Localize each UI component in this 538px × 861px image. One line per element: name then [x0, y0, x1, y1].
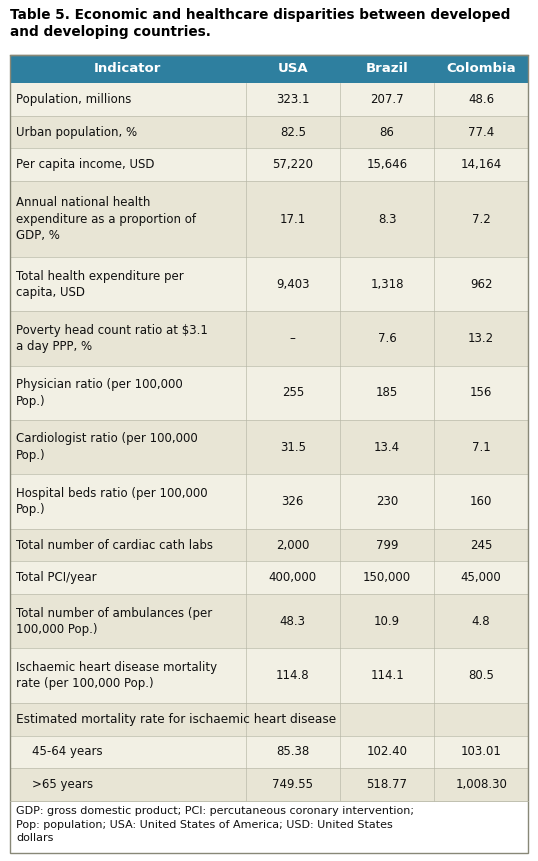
Text: 8.3: 8.3: [378, 213, 397, 226]
Text: 13.4: 13.4: [374, 441, 400, 454]
Text: 15,646: 15,646: [366, 158, 408, 171]
Text: 7.2: 7.2: [472, 213, 491, 226]
Text: Annual national health
expenditure as a proportion of
GDP, %: Annual national health expenditure as a …: [16, 196, 196, 242]
Bar: [10, 366, 528, 420]
Text: 7.6: 7.6: [378, 332, 397, 345]
Text: Total number of ambulances (per
100,000 Pop.): Total number of ambulances (per 100,000 …: [16, 606, 213, 636]
Text: Population, millions: Population, millions: [16, 93, 131, 106]
Bar: [10, 594, 528, 648]
Text: Estimated mortality rate for ischaemic heart disease: Estimated mortality rate for ischaemic h…: [16, 713, 336, 726]
Text: 45-64 years: 45-64 years: [32, 746, 103, 759]
Text: 10.9: 10.9: [374, 615, 400, 628]
Text: Cardiologist ratio (per 100,000
Pop.): Cardiologist ratio (per 100,000 Pop.): [16, 432, 198, 462]
Text: 13.2: 13.2: [468, 332, 494, 345]
Text: 156: 156: [470, 387, 492, 400]
Text: Total health expenditure per
capita, USD: Total health expenditure per capita, USD: [16, 269, 184, 299]
Bar: [10, 257, 528, 312]
Text: Total PCI/year: Total PCI/year: [16, 571, 97, 585]
Text: 45,000: 45,000: [461, 571, 501, 585]
Text: 9,403: 9,403: [276, 278, 309, 291]
Text: Table 5. Economic and healthcare disparities between developed: Table 5. Economic and healthcare dispari…: [10, 8, 511, 22]
Text: 14,164: 14,164: [461, 158, 502, 171]
Bar: [10, 420, 528, 474]
Text: 31.5: 31.5: [280, 441, 306, 454]
Text: 102.40: 102.40: [366, 746, 408, 759]
Text: GDP: gross domestic product; PCI: percutaneous coronary intervention;
Pop: popul: GDP: gross domestic product; PCI: percut…: [16, 806, 414, 843]
Bar: [10, 648, 528, 703]
Text: 400,000: 400,000: [269, 571, 317, 585]
Text: Physician ratio (per 100,000
Pop.): Physician ratio (per 100,000 Pop.): [16, 378, 183, 407]
Bar: [10, 312, 528, 366]
Bar: [10, 735, 528, 768]
Text: 7.1: 7.1: [472, 441, 491, 454]
Text: 749.55: 749.55: [272, 778, 313, 791]
Bar: [10, 55, 528, 83]
Text: 48.6: 48.6: [468, 93, 494, 106]
Bar: [10, 561, 528, 594]
Text: 4.8: 4.8: [472, 615, 491, 628]
Text: 103.01: 103.01: [461, 746, 501, 759]
Text: 962: 962: [470, 278, 492, 291]
Text: 80.5: 80.5: [468, 669, 494, 682]
Text: 255: 255: [282, 387, 304, 400]
Text: 150,000: 150,000: [363, 571, 411, 585]
Bar: [10, 148, 528, 181]
Text: 160: 160: [470, 495, 492, 508]
Text: Urban population, %: Urban population, %: [16, 126, 137, 139]
Text: 1,008.30: 1,008.30: [455, 778, 507, 791]
Text: 799: 799: [376, 538, 398, 552]
Text: Ischaemic heart disease mortality
rate (per 100,000 Pop.): Ischaemic heart disease mortality rate (…: [16, 661, 217, 691]
Bar: [10, 181, 528, 257]
Text: 114.8: 114.8: [276, 669, 310, 682]
Text: USA: USA: [278, 63, 308, 76]
Text: 48.3: 48.3: [280, 615, 306, 628]
Text: Indicator: Indicator: [94, 63, 161, 76]
Text: 85.38: 85.38: [276, 746, 309, 759]
Text: 82.5: 82.5: [280, 126, 306, 139]
Text: –: –: [290, 332, 296, 345]
Bar: [10, 474, 528, 529]
Text: and developing countries.: and developing countries.: [10, 25, 211, 39]
Bar: [10, 529, 528, 561]
Bar: [10, 115, 528, 148]
Text: Poverty head count ratio at $3.1
a day PPP, %: Poverty head count ratio at $3.1 a day P…: [16, 324, 208, 353]
Text: 323.1: 323.1: [276, 93, 309, 106]
Text: 114.1: 114.1: [370, 669, 404, 682]
Text: 2,000: 2,000: [276, 538, 309, 552]
Text: >65 years: >65 years: [32, 778, 93, 791]
Text: 1,318: 1,318: [370, 278, 404, 291]
Bar: [10, 83, 528, 115]
Text: 245: 245: [470, 538, 492, 552]
Text: Total number of cardiac cath labs: Total number of cardiac cath labs: [16, 538, 213, 552]
Text: 86: 86: [380, 126, 394, 139]
Text: 518.77: 518.77: [366, 778, 408, 791]
Text: Colombia: Colombia: [447, 63, 516, 76]
Text: 57,220: 57,220: [272, 158, 313, 171]
Text: 230: 230: [376, 495, 398, 508]
Text: 207.7: 207.7: [370, 93, 404, 106]
Text: 17.1: 17.1: [280, 213, 306, 226]
Bar: [10, 768, 528, 801]
Text: 77.4: 77.4: [468, 126, 494, 139]
Bar: [10, 801, 528, 853]
Text: 185: 185: [376, 387, 398, 400]
Bar: [10, 703, 528, 735]
Text: Brazil: Brazil: [366, 63, 408, 76]
Text: Hospital beds ratio (per 100,000
Pop.): Hospital beds ratio (per 100,000 Pop.): [16, 486, 208, 517]
Text: 326: 326: [281, 495, 304, 508]
Text: Per capita income, USD: Per capita income, USD: [16, 158, 154, 171]
